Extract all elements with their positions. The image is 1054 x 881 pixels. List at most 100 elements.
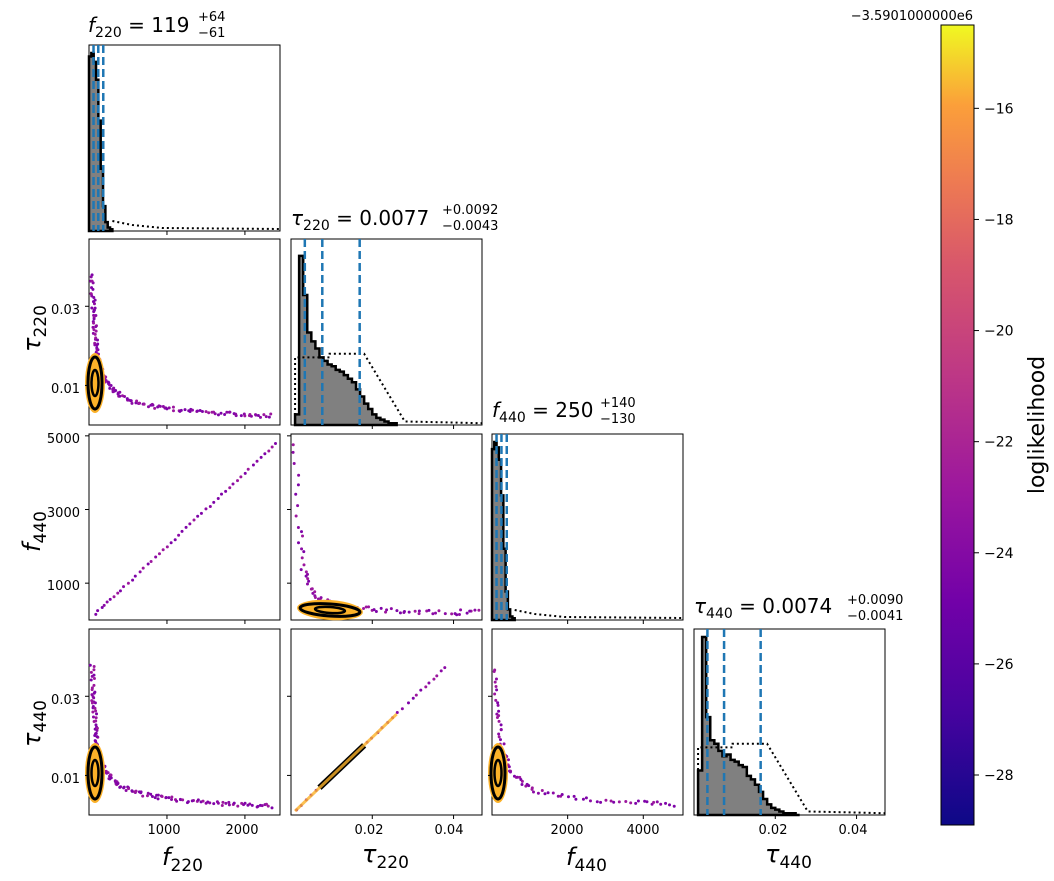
scatter-point xyxy=(296,504,300,508)
scatter-point xyxy=(118,785,122,789)
scatter-point xyxy=(105,600,109,604)
scatter-point xyxy=(167,406,171,410)
scatter-point xyxy=(499,723,503,727)
scatter-point xyxy=(179,408,183,412)
scatter-point xyxy=(227,803,231,807)
scatter-point xyxy=(216,497,220,501)
scatter-point xyxy=(223,412,227,416)
svg-text:+64: +64 xyxy=(198,10,225,25)
scatter-point xyxy=(123,394,127,398)
scatter-point xyxy=(306,577,310,581)
scatter-point xyxy=(116,782,120,786)
contour-f440-tau220 xyxy=(297,599,363,621)
scatter-point xyxy=(292,461,296,465)
scatter-point xyxy=(300,530,304,534)
svg-text:τ440: τ440 xyxy=(765,840,812,873)
prior-hist-tau440 xyxy=(697,742,886,815)
scatter-point xyxy=(256,413,260,417)
scatter-point xyxy=(89,670,93,674)
scatter-point xyxy=(234,414,238,418)
density-region xyxy=(297,599,363,621)
scatter-point xyxy=(572,794,576,798)
panel-frame-2-0 xyxy=(88,433,281,621)
scatter-panel-f440_vs_tau220 xyxy=(291,443,481,617)
scatter-point xyxy=(664,801,668,805)
scatter-point xyxy=(432,677,436,681)
scatter-point xyxy=(300,547,304,551)
svg-text:τ440: τ440 xyxy=(18,700,51,747)
scatter-point xyxy=(95,729,99,733)
scatter-point xyxy=(497,709,501,713)
scatter-point xyxy=(146,791,150,795)
panel-frame-1-0 xyxy=(88,238,281,426)
scatter-point xyxy=(93,706,97,710)
scatter-point xyxy=(492,670,496,674)
scatter-point xyxy=(102,603,106,607)
scatter-point xyxy=(296,541,300,545)
scatter-point xyxy=(208,505,212,509)
scatter-point xyxy=(95,348,99,352)
tick-label-f440-y-1: 3000 xyxy=(47,506,80,521)
scatter-point xyxy=(91,710,95,714)
scatter-point xyxy=(395,710,399,714)
scatter-point xyxy=(302,563,306,567)
scatter-point xyxy=(258,415,262,419)
scatter-point xyxy=(93,733,97,737)
tick-label-tau220-x-0: 0.02 xyxy=(355,823,384,838)
scatter-point xyxy=(92,668,96,672)
tick-label-f220-x-0: 1000 xyxy=(147,823,180,838)
scatter-point xyxy=(291,443,295,447)
colorbar-tick-label: −24 xyxy=(984,546,1014,562)
scatter-point xyxy=(494,698,498,702)
scatter-point xyxy=(617,800,621,804)
scatter-point xyxy=(94,329,98,333)
scatter-point xyxy=(146,405,150,409)
scatter-point xyxy=(304,570,308,574)
scatter-point xyxy=(184,525,188,529)
tick-label-f440-x-1: 4000 xyxy=(626,823,659,838)
scatter-point xyxy=(89,275,93,279)
scatter-point xyxy=(495,688,499,692)
scatter-point xyxy=(385,608,389,612)
scatter-point xyxy=(634,801,638,805)
scatter-point xyxy=(435,674,439,678)
scatter-point xyxy=(221,800,225,804)
scatter-point xyxy=(296,525,300,529)
scatter-point xyxy=(90,688,94,692)
tick-label-f440-y-0: 5000 xyxy=(47,432,80,447)
scatter-point xyxy=(543,792,547,796)
contour-line xyxy=(90,368,100,398)
tick-label-tau220-x-1: 0.04 xyxy=(435,823,464,838)
scatter-point xyxy=(236,479,240,483)
scatter-point xyxy=(94,612,98,616)
scatter-point xyxy=(95,712,99,716)
scatter-point xyxy=(609,799,613,803)
scatter-point xyxy=(668,803,672,807)
posterior-hist-tau440 xyxy=(696,635,800,817)
scatter-point xyxy=(94,731,98,735)
svg-text:loglikelihood: loglikelihood xyxy=(1025,356,1050,494)
scatter-point xyxy=(90,701,94,705)
scatter-point xyxy=(655,800,659,804)
svg-text:f440 = 250: f440 = 250 xyxy=(492,398,593,426)
scatter-point xyxy=(294,492,298,496)
scatter-point xyxy=(468,609,472,613)
scatter-point xyxy=(439,669,443,673)
scatter-point xyxy=(92,321,96,325)
scatter-point xyxy=(269,412,273,416)
prior-hist-f220 xyxy=(112,220,281,230)
scatter-point xyxy=(672,804,676,808)
scatter-point xyxy=(302,550,306,554)
scatter-point xyxy=(645,800,649,804)
scatter-point xyxy=(296,483,300,487)
scatter-point xyxy=(612,800,616,804)
scatter-point xyxy=(127,787,131,791)
scatter-point xyxy=(584,796,588,800)
scatter-panel-f440_vs_f220 xyxy=(94,442,277,616)
scatter-point xyxy=(170,798,174,802)
scatter-point xyxy=(94,719,98,723)
title-tau220: τ220 = 0.0077 +0.0092 −0.0043 xyxy=(291,203,498,234)
scatter-point xyxy=(264,415,268,419)
scatter-point xyxy=(259,455,263,459)
